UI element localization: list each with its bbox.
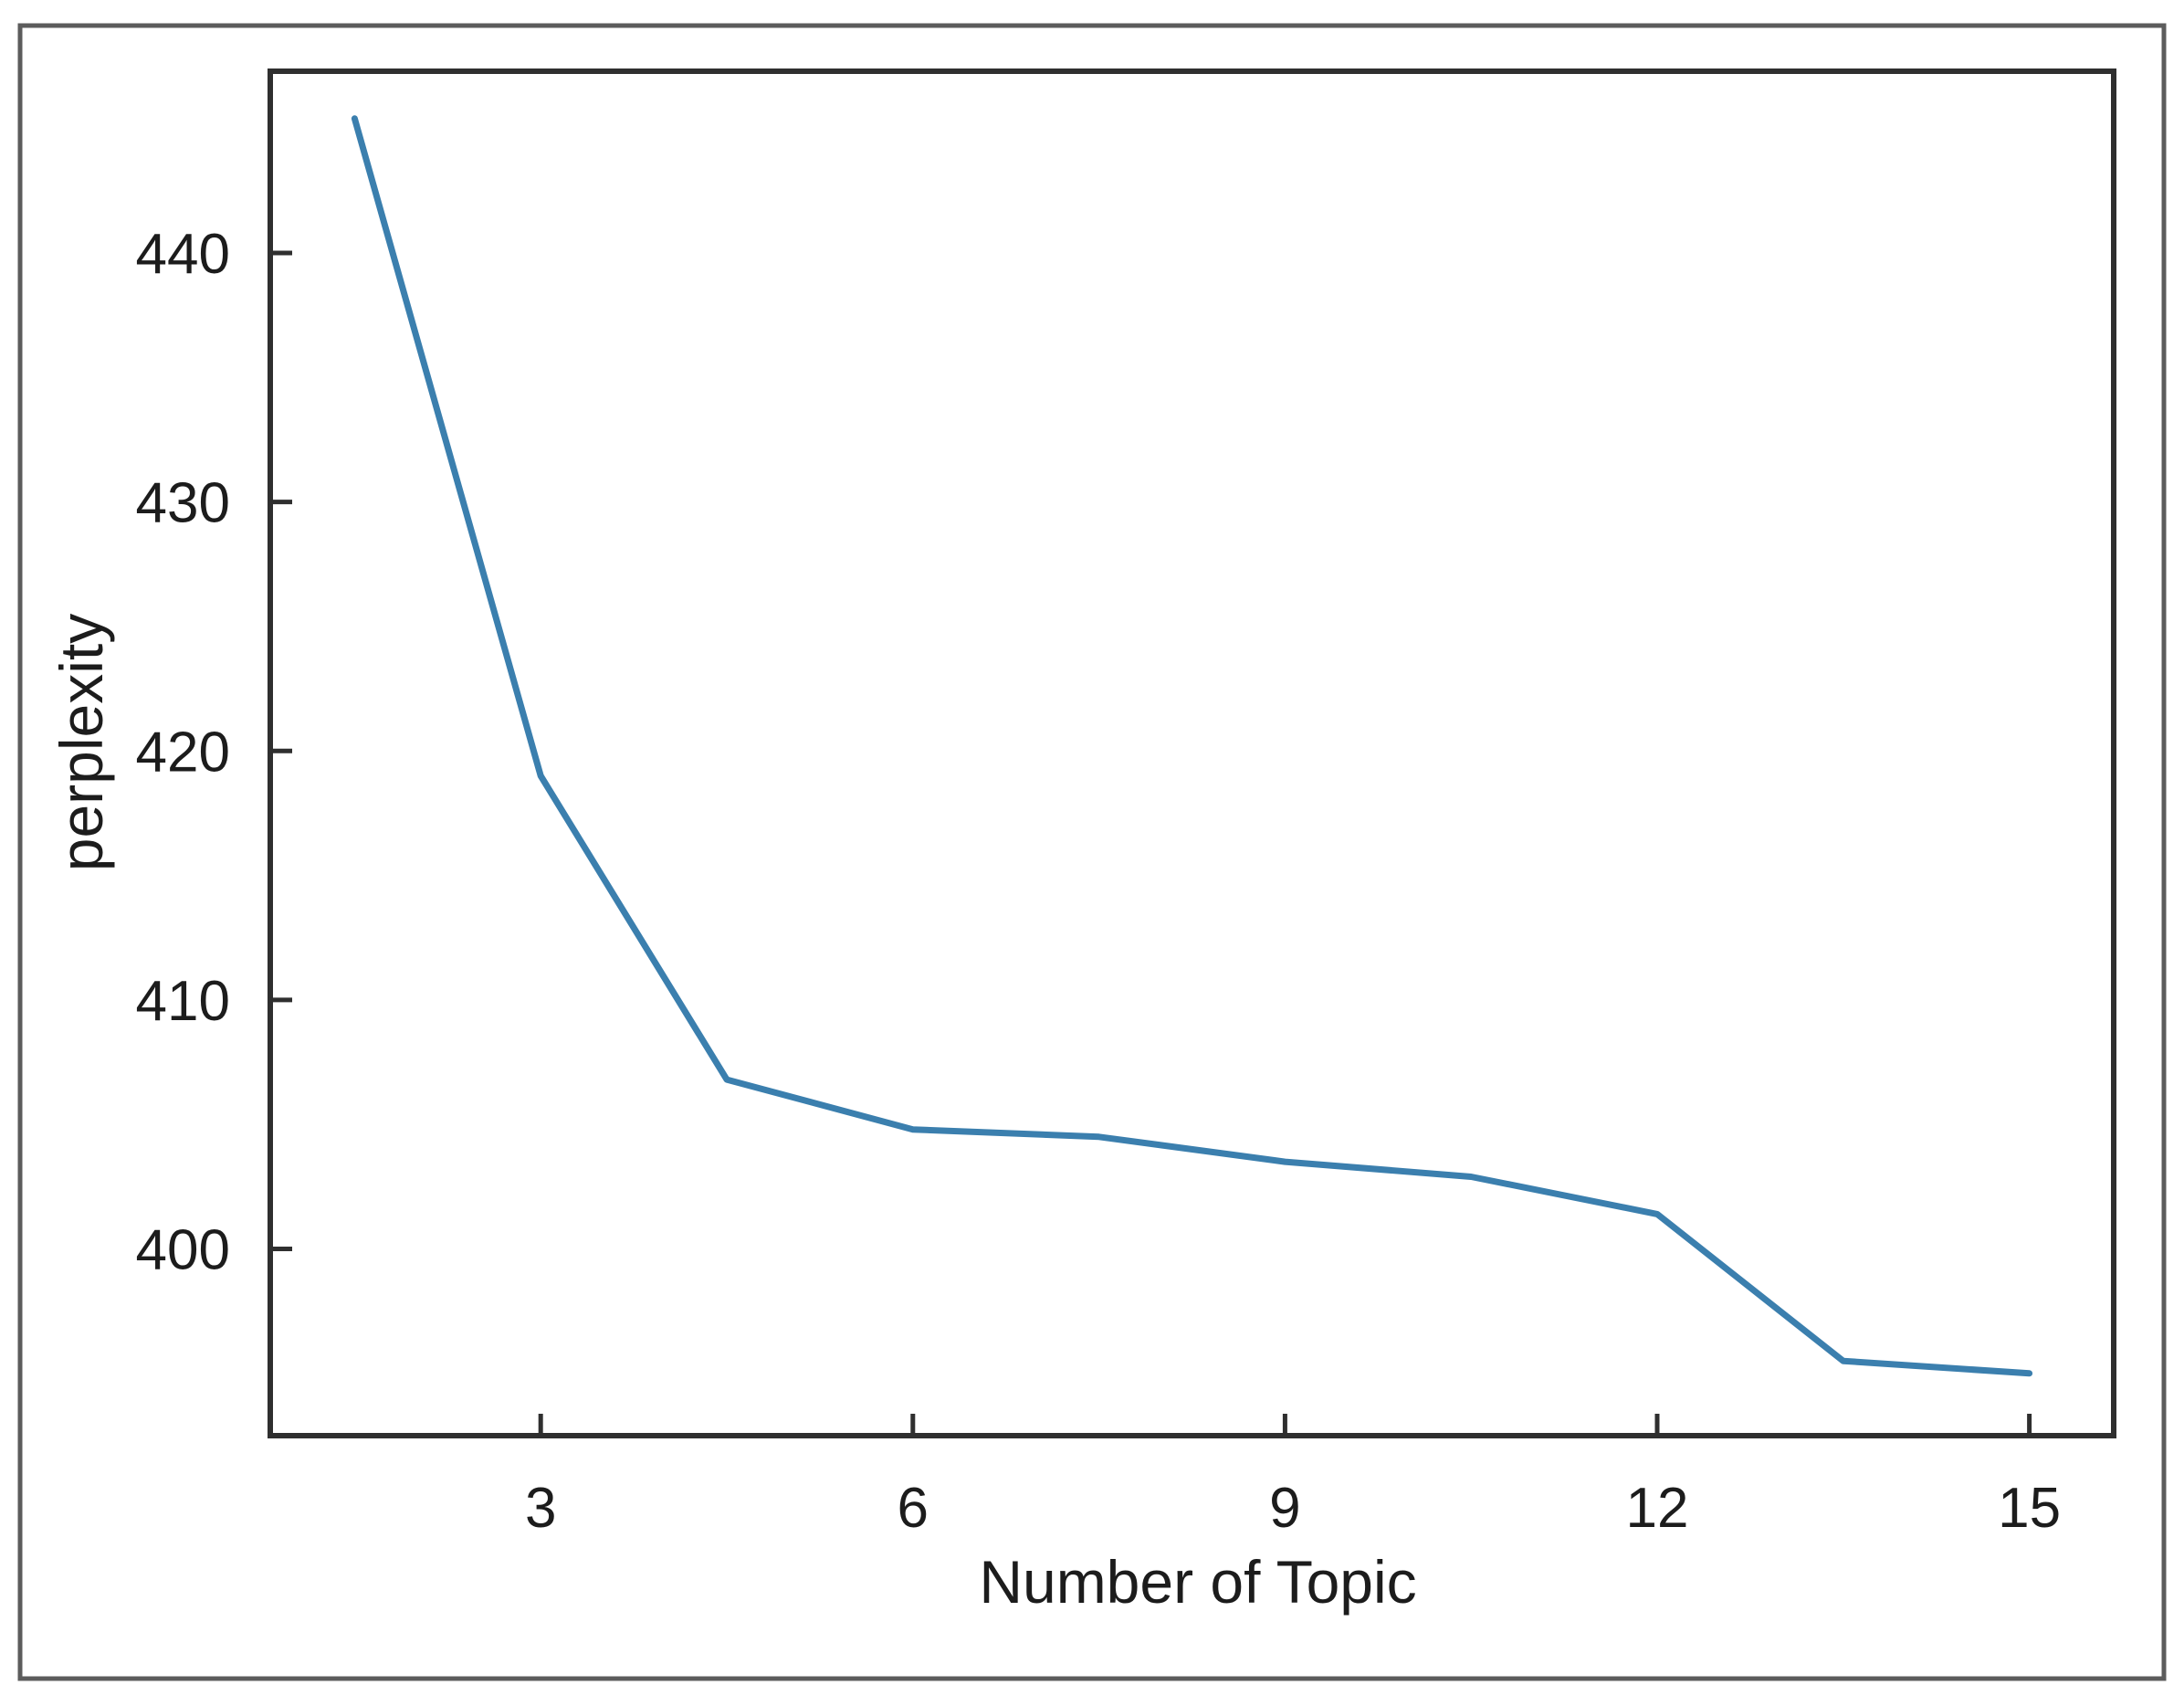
y-tick-label: 400 [136, 1219, 230, 1282]
x-tick-label: 15 [1998, 1477, 2061, 1540]
x-tick-label: 3 [525, 1477, 556, 1540]
x-axis-label: Number of Topic [979, 1548, 1416, 1616]
y-tick-label: 430 [136, 472, 230, 535]
y-tick-label: 410 [136, 970, 230, 1033]
plot-area [268, 68, 2116, 1438]
x-tick-label: 9 [1269, 1477, 1300, 1540]
perplexity-series-line [351, 115, 2033, 1377]
y-axis-label: perplexity [47, 614, 115, 871]
y-axis-tick-labels: 400 410 420 430 440 [136, 223, 230, 1282]
y-tick-label: 440 [136, 223, 230, 286]
x-axis-ticks [538, 1414, 2032, 1437]
x-axis-tick-labels: 3 6 9 12 15 [525, 1477, 2061, 1540]
x-tick-label: 6 [898, 1477, 929, 1540]
y-tick-label: 420 [136, 721, 230, 784]
y-axis-ticks [268, 250, 292, 1252]
x-tick-label: 12 [1626, 1477, 1689, 1540]
